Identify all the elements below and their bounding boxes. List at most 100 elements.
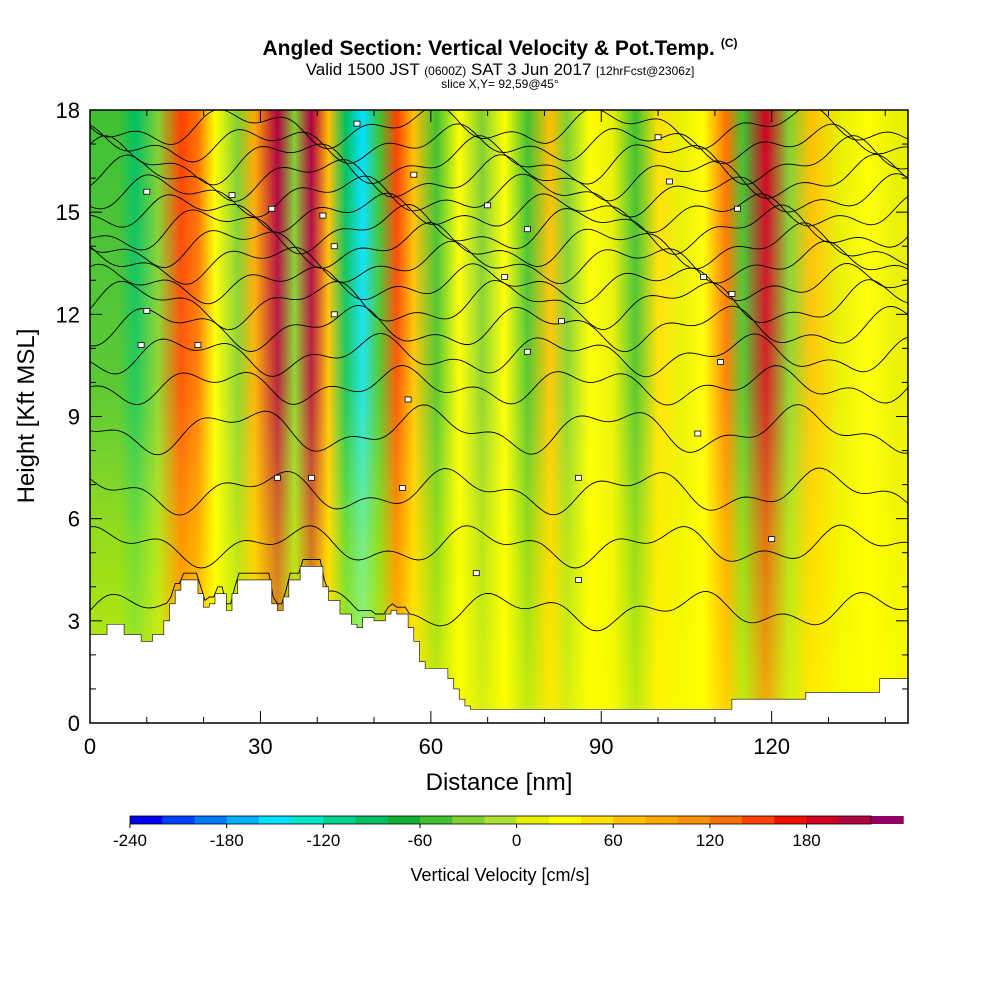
y-tick-label: 15: [56, 200, 80, 225]
isentrope-label-marker: [717, 359, 724, 365]
isentrope-label-marker: [694, 430, 702, 437]
x-tick-label: 60: [419, 734, 443, 759]
y-tick-label: 0: [68, 711, 80, 736]
colorbar-swatch: [226, 816, 260, 824]
x-tick-label: 0: [84, 734, 96, 759]
isentrope-line: [90, 222, 908, 270]
x-tick-label: 30: [248, 734, 272, 759]
colorbar-swatch: [194, 816, 228, 824]
colorbar-tick-label: 120: [696, 831, 724, 850]
isentrope-line: [90, 153, 908, 202]
isentrope-label-marker: [228, 192, 236, 199]
colorbar-swatch: [645, 816, 679, 824]
isentrope-label-marker: [734, 205, 741, 212]
colorbar-swatch: [709, 816, 743, 824]
colorbar-swatch: [871, 816, 904, 824]
colorbar-swatch: [548, 816, 582, 824]
isentrope-line: [90, 263, 908, 305]
colorbar-swatch: [258, 816, 292, 824]
isentrope-label-marker: [268, 205, 276, 212]
isentrope-line: [90, 524, 908, 569]
isentrope-line: [90, 240, 908, 285]
isentrope-label-marker: [143, 188, 151, 195]
isentrope-line: [90, 467, 908, 516]
isentrope-lines: [90, 110, 908, 632]
y-tick-label: 9: [68, 405, 80, 430]
chart-title: Angled Section: Vertical Velocity & Pot.…: [262, 36, 738, 60]
chart-subtitle: Valid 1500 JST (0600Z) SAT 3 Jun 2017 [1…: [305, 60, 695, 79]
colorbar-swatch: [452, 816, 485, 824]
isentrope-label-marker: [484, 202, 492, 209]
y-tick-label: 18: [56, 98, 80, 123]
x-tick-label: 90: [589, 734, 613, 759]
isentrope-label-marker: [330, 311, 338, 318]
isentrope-label-marker: [666, 178, 673, 185]
colorbar-swatch: [323, 816, 357, 824]
isentrope-line: [90, 404, 908, 456]
slice-info: slice X,Y= 92,59@45°: [441, 77, 559, 91]
colorbar-swatch: [291, 816, 324, 824]
colorbar-label: Vertical Velocity [cm/s]: [410, 865, 589, 885]
colorbar-swatch: [838, 816, 872, 824]
isentrope-label-marker: [558, 318, 565, 325]
colorbar-swatch: [484, 816, 518, 824]
isentrope-label-marker: [654, 134, 662, 141]
valid-utc: (0600Z): [424, 64, 467, 78]
colorbar-tick-label: -120: [306, 831, 340, 850]
isentrope-line: [90, 279, 908, 331]
isentrope-label-marker: [524, 348, 531, 355]
colorbar-tick-label: 60: [604, 831, 623, 850]
isentrope-label-marker: [274, 474, 281, 481]
colorbar-tick-label: -60: [408, 831, 433, 850]
y-tick-label: 6: [68, 507, 80, 532]
isentrope-line: [90, 123, 908, 165]
isentrope-label-marker: [319, 212, 327, 219]
x-axis-label: Distance [nm]: [426, 769, 573, 796]
forecast-info: [12hrFcst@2306z]: [596, 64, 695, 78]
isentrope-label-marker: [524, 226, 531, 233]
isentrope-line: [90, 304, 908, 353]
y-axis-label: Height [Kft MSL]: [13, 329, 40, 504]
isentrope-label-marker: [399, 485, 406, 491]
colorbar-tick-label: 0: [512, 831, 521, 850]
colorbar-swatch: [742, 816, 775, 824]
colorbar-swatch: [774, 816, 808, 824]
colorbar: -240 -180 -120 -60 0 60 120 180: [113, 815, 904, 850]
colorbar-swatch: [677, 816, 711, 824]
isentrope-label-marker: [575, 577, 582, 583]
colorbar-tick-label: -240: [113, 831, 147, 850]
isentrope-line: [90, 135, 908, 186]
isentrope-label-marker: [728, 290, 736, 297]
axis-ticks: 0 30 60 90 120 0 3 6 9 12 15 18: [56, 98, 908, 759]
y-tick-label: 3: [68, 609, 80, 634]
isentrope-label-marker: [472, 570, 480, 577]
y-tick-label: 12: [56, 302, 80, 327]
isentrope-label-marker: [768, 536, 776, 542]
isentrope-label-marker: [143, 308, 151, 314]
isentrope-label-marker: [410, 171, 418, 178]
isentrope-line: [90, 110, 908, 150]
colorbar-frame: [129, 815, 872, 825]
colorbar-tick-label: -180: [210, 831, 244, 850]
terrain: [90, 566, 908, 723]
isentrope-label-marker: [137, 342, 145, 348]
colorbar-swatch: [806, 816, 840, 824]
isentrope-label-marker: [308, 474, 315, 481]
isentrope-label-marker: [501, 273, 509, 280]
isentrope-label-marker: [404, 396, 412, 403]
isentrope-line: [90, 332, 908, 378]
colorbar-swatch: [355, 816, 389, 824]
colorbar-swatch: [419, 816, 453, 824]
isentrope-line: [90, 203, 908, 255]
colorbar-tick-label: 180: [792, 831, 820, 850]
x-tick-label: 120: [753, 734, 790, 759]
isentrope-label-marker: [330, 243, 338, 250]
isentrope-labels: [137, 120, 776, 583]
colorbar-swatch: [130, 816, 163, 824]
isentrope-label-marker: [194, 342, 202, 348]
isentrope-label-marker: [353, 120, 361, 127]
colorbar-swatch: [581, 816, 614, 824]
isentrope-label-marker: [700, 273, 707, 280]
colorbar-swatch: [613, 816, 646, 824]
